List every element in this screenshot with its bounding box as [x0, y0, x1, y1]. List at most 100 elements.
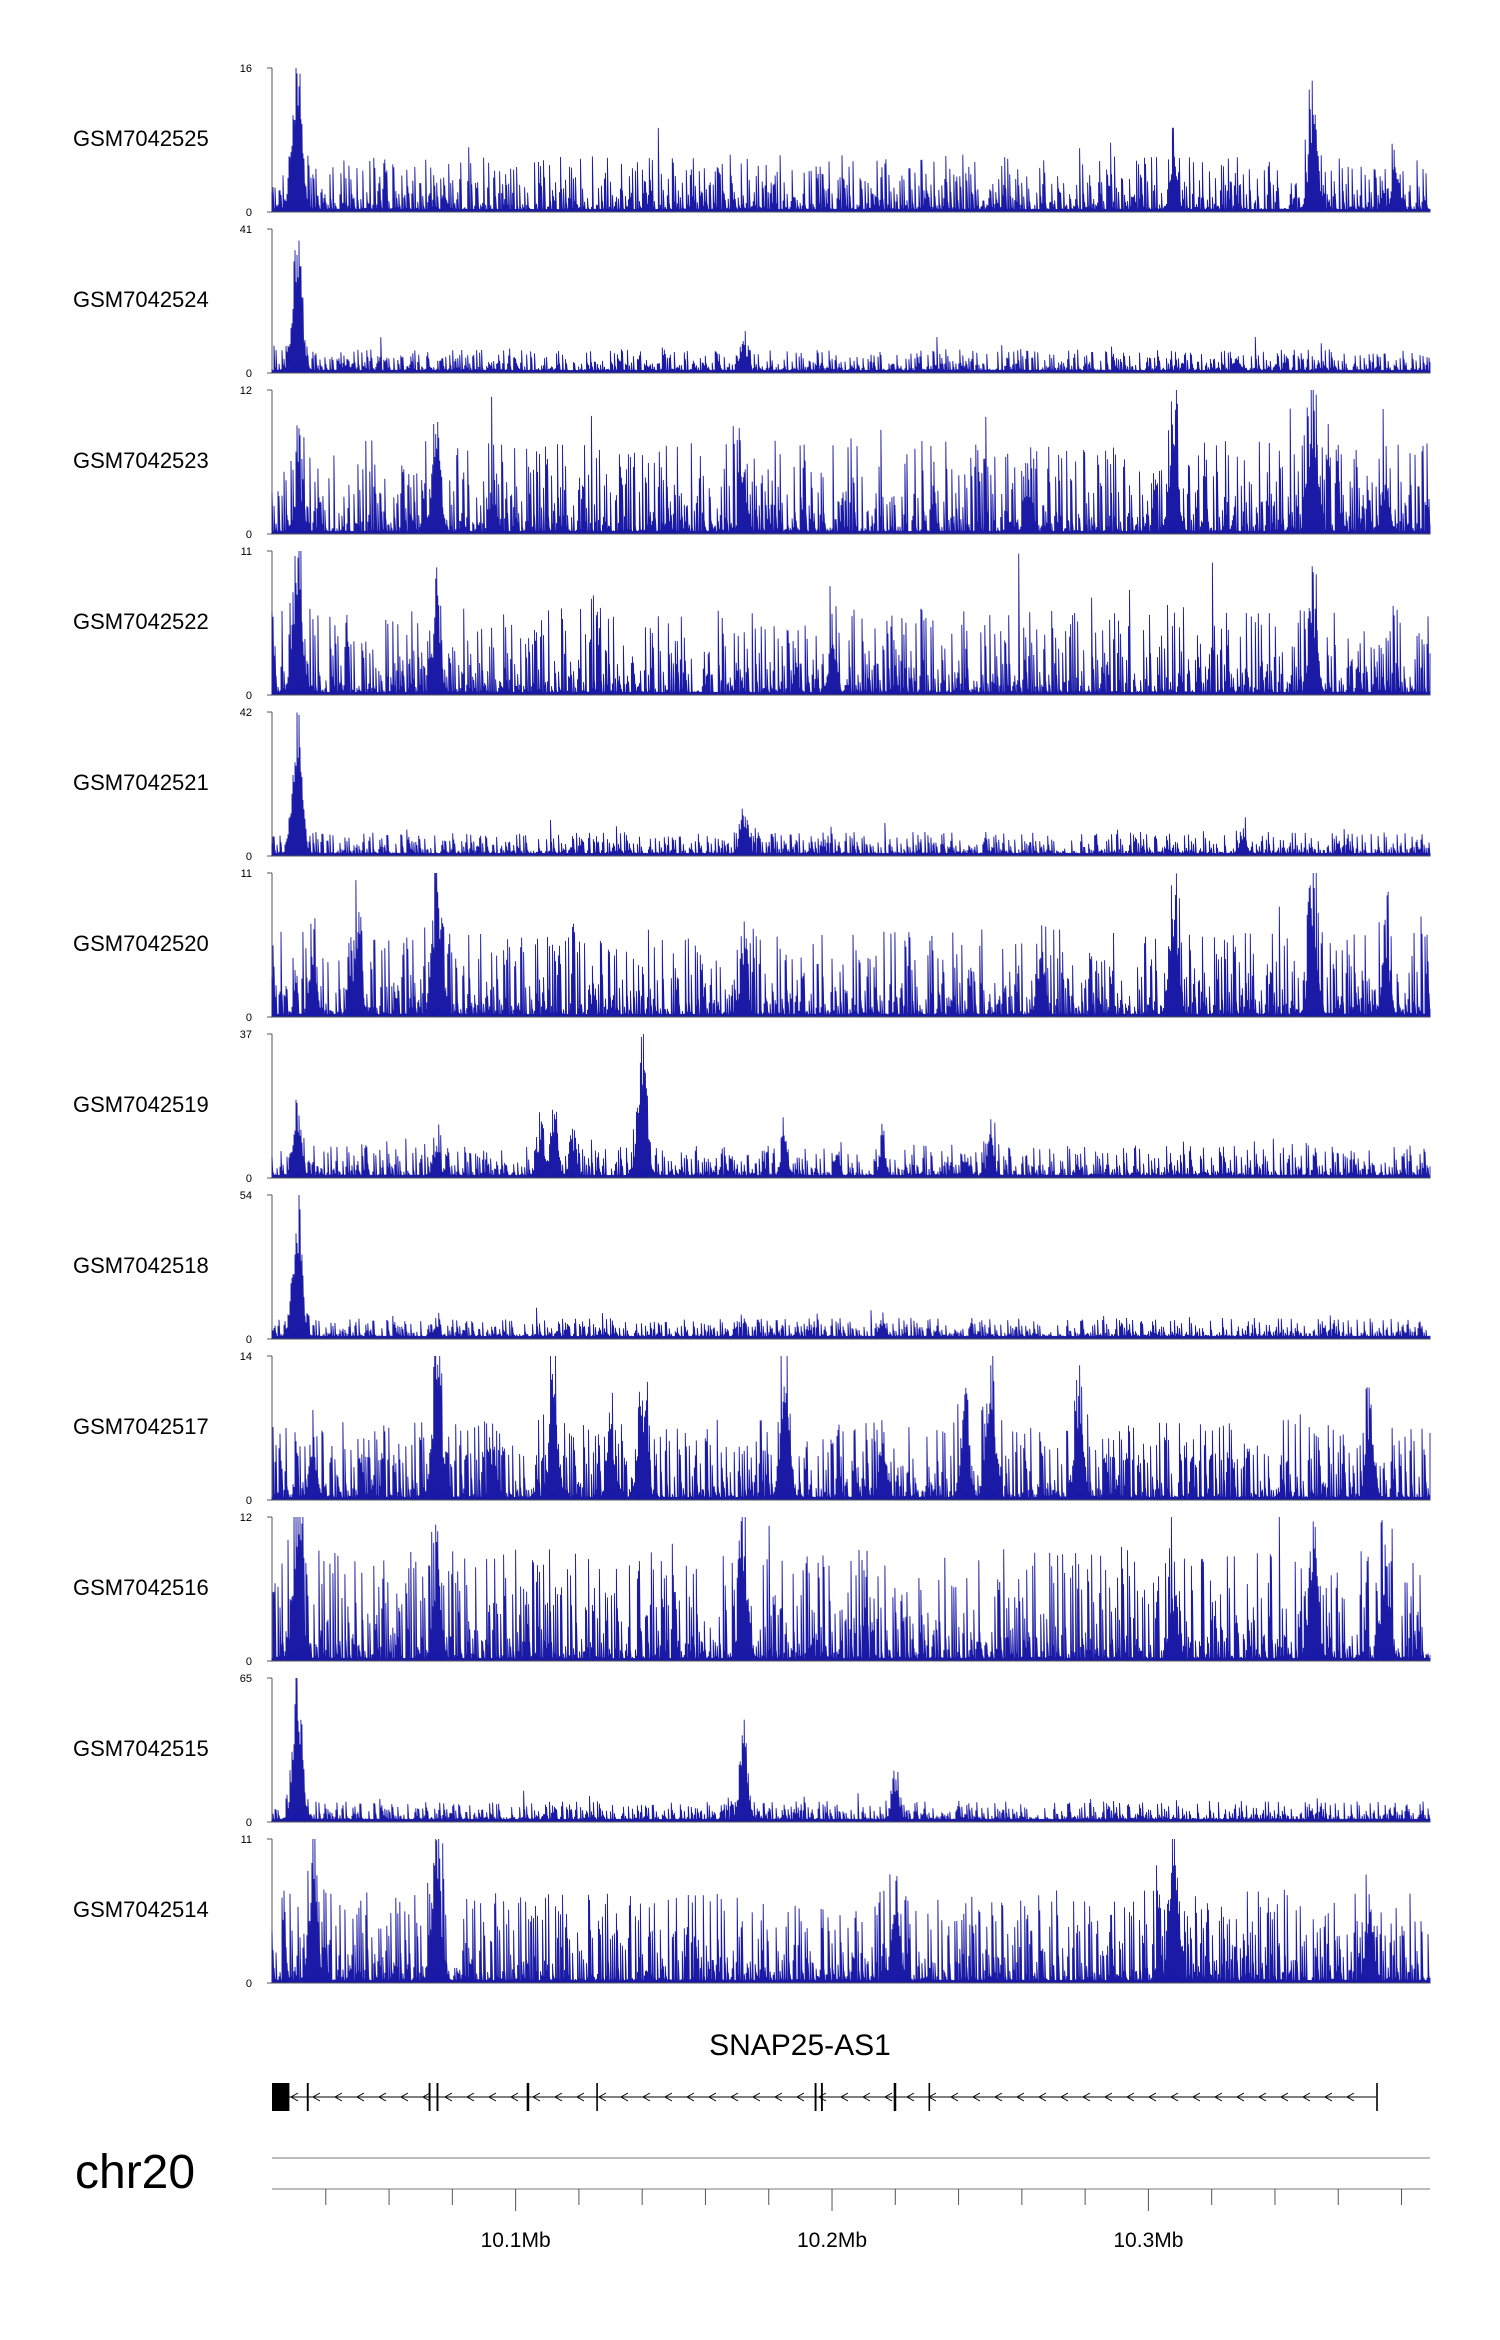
track-label: GSM7042517 — [73, 1414, 209, 1439]
y-min-label: 0 — [246, 690, 252, 702]
strand-arrow — [377, 2092, 387, 2102]
y-min-label: 0 — [246, 851, 252, 863]
y-min-label: 0 — [246, 1978, 252, 1990]
signal-area — [271, 240, 1431, 374]
y-min-label: 0 — [246, 1173, 252, 1185]
strand-arrow — [1345, 2092, 1355, 2102]
strand-arrow — [553, 2092, 563, 2102]
track-GSM7042518: GSM7042518 54 0 — [73, 1190, 1431, 1346]
y-min-label: 0 — [246, 1495, 252, 1507]
strand-arrow — [993, 2092, 1003, 2102]
strand-arrow — [971, 2092, 981, 2102]
strand-arrow — [751, 2092, 761, 2102]
strand-arrow — [1125, 2092, 1135, 2102]
track-label: GSM7042522 — [73, 609, 209, 634]
x-tick-label: 10.3Mb — [1113, 2229, 1183, 2252]
strand-arrow — [333, 2092, 343, 2102]
strand-arrow — [509, 2092, 519, 2102]
strand-arrow — [1059, 2092, 1069, 2102]
strand-arrow — [1147, 2092, 1157, 2102]
track-label: GSM7042523 — [73, 448, 209, 473]
y-min-label: 0 — [246, 1334, 252, 1346]
signal-area — [271, 1516, 1431, 1662]
track-GSM7042524: GSM7042524 41 0 — [73, 224, 1431, 380]
exon — [814, 2083, 817, 2111]
y-min-label: 0 — [246, 1012, 252, 1024]
track-GSM7042515: GSM7042515 65 0 — [73, 1673, 1431, 1829]
track-label: GSM7042524 — [73, 287, 209, 312]
exon — [428, 2083, 431, 2111]
y-min-label: 0 — [246, 207, 252, 219]
exon — [272, 2083, 290, 2111]
signal-area — [271, 550, 1431, 696]
strand-arrow — [1323, 2092, 1333, 2102]
strand-arrow — [839, 2092, 849, 2102]
signal-area — [271, 1033, 1431, 1179]
signal-area — [271, 872, 1431, 1018]
strand-arrow — [1235, 2092, 1245, 2102]
signal-area — [271, 1194, 1431, 1340]
strand-arrow — [597, 2092, 607, 2102]
y-max-label: 65 — [240, 1673, 252, 1685]
strand-arrow — [531, 2092, 541, 2102]
track-GSM7042522: GSM7042522 11 0 — [73, 546, 1431, 702]
strand-arrow — [883, 2092, 893, 2102]
strand-arrow — [773, 2092, 783, 2102]
chromosome-label: chr20 — [75, 2146, 195, 2199]
track-GSM7042521: GSM7042521 42 0 — [73, 707, 1431, 863]
signal-area — [271, 67, 1431, 213]
strand-arrow — [1301, 2092, 1311, 2102]
strand-arrow — [421, 2092, 431, 2102]
track-label: GSM7042515 — [73, 1736, 209, 1761]
signal-area — [271, 389, 1431, 535]
strand-arrow — [707, 2092, 717, 2102]
track-GSM7042520: GSM7042520 11 0 — [73, 868, 1431, 1024]
strand-arrow — [949, 2092, 959, 2102]
strand-arrow — [399, 2092, 409, 2102]
strand-arrow — [575, 2092, 585, 2102]
strand-arrow — [1081, 2092, 1091, 2102]
track-label: GSM7042519 — [73, 1092, 209, 1117]
track-GSM7042516: GSM7042516 12 0 — [73, 1512, 1431, 1668]
y-max-label: 11 — [241, 546, 252, 558]
strand-arrow — [905, 2092, 915, 2102]
track-GSM7042517: GSM7042517 14 0 — [73, 1351, 1431, 1507]
track-label: GSM7042521 — [73, 770, 209, 795]
exon — [306, 2083, 309, 2111]
strand-arrow — [1037, 2092, 1047, 2102]
strand-arrow — [663, 2092, 673, 2102]
track-GSM7042523: GSM7042523 12 0 — [73, 385, 1431, 541]
strand-arrow — [311, 2092, 321, 2102]
strand-arrow — [1279, 2092, 1289, 2102]
strand-arrow — [1257, 2092, 1267, 2102]
strand-arrow — [729, 2092, 739, 2102]
gene-label: SNAP25-AS1 — [709, 2029, 891, 2062]
strand-arrow — [1191, 2092, 1201, 2102]
y-min-label: 0 — [246, 529, 252, 541]
track-GSM7042525: GSM7042525 16 0 — [73, 63, 1431, 219]
y-max-label: 54 — [240, 1190, 252, 1202]
strand-arrow — [619, 2092, 629, 2102]
track-label: GSM7042518 — [73, 1253, 209, 1278]
y-min-label: 0 — [246, 1656, 252, 1668]
track-label: GSM7042514 — [73, 1897, 209, 1922]
track-GSM7042514: GSM7042514 11 0 — [73, 1834, 1431, 1990]
track-label: GSM7042516 — [73, 1575, 209, 1600]
exon — [596, 2083, 598, 2111]
signal-area — [271, 1355, 1431, 1501]
gene-track: SNAP25-AS1 — [272, 2029, 1378, 2111]
signal-tracks: GSM7042525160GSM7042524410GSM7042523120G… — [73, 63, 1431, 1990]
y-max-label: 12 — [240, 1512, 252, 1524]
strand-arrow — [289, 2092, 299, 2102]
strand-arrow — [1015, 2092, 1025, 2102]
strand-arrow — [1103, 2092, 1113, 2102]
strand-arrow — [795, 2092, 805, 2102]
track-label: GSM7042525 — [73, 126, 209, 151]
y-max-label: 11 — [241, 1834, 252, 1846]
exon — [526, 2083, 530, 2111]
y-min-label: 0 — [246, 1817, 252, 1829]
strand-arrow — [641, 2092, 651, 2102]
strand-arrow — [817, 2092, 827, 2102]
exon — [436, 2083, 439, 2111]
y-max-label: 14 — [240, 1351, 252, 1363]
